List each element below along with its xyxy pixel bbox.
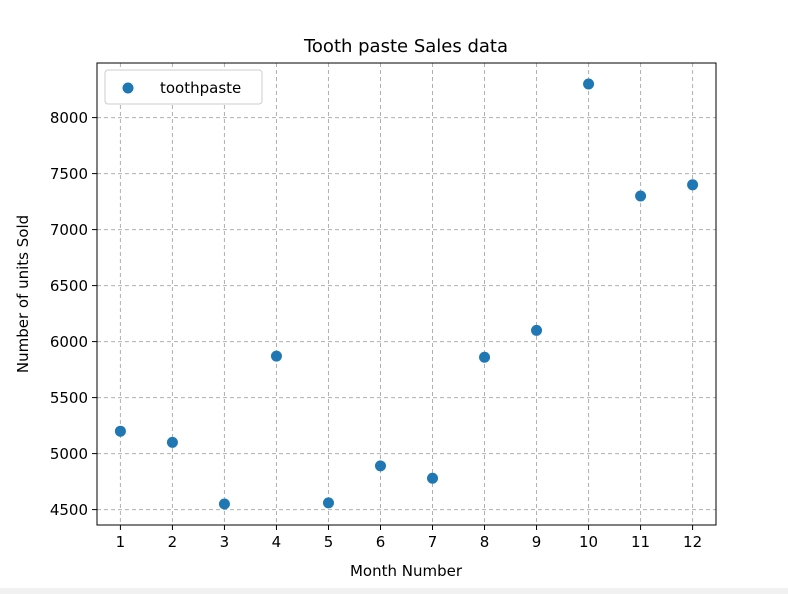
axis-ticks: 1 2 3 4 5 6 7 8 9 10 11 124500500055006000650070007… (50, 109, 702, 551)
y-tick-label: 6500 (50, 277, 88, 295)
x-tick-label: 8 (480, 533, 490, 551)
y-tick-label: 4500 (50, 501, 88, 519)
x-tick-label: 12 (683, 533, 702, 551)
y-tick-label: 7000 (50, 221, 88, 239)
data-points (114, 78, 699, 510)
data-point-toothpaste-7 (427, 472, 439, 484)
y-tick-label: 7500 (50, 165, 88, 183)
y-tick-label: 5000 (50, 445, 88, 463)
page-bottom-strip (0, 588, 788, 594)
x-tick-label: 11 (631, 533, 650, 551)
legend-marker-toothpaste (122, 82, 134, 94)
y-tick-label: 8000 (50, 109, 88, 127)
data-point-toothpaste-6 (374, 460, 386, 472)
x-tick-label: 6 (376, 533, 386, 551)
data-point-toothpaste-3 (218, 498, 230, 510)
data-point-toothpaste-11 (635, 190, 647, 202)
data-point-toothpaste-2 (166, 436, 178, 448)
plot-area-frame (96, 62, 717, 526)
y-tick-label: 5500 (50, 389, 88, 407)
x-axis-label: Month Number (350, 562, 463, 580)
x-tick-label: 10 (579, 533, 598, 551)
y-tick-label: 6000 (50, 333, 88, 351)
x-tick-label: 4 (272, 533, 282, 551)
data-point-toothpaste-5 (322, 497, 334, 509)
x-tick-label: 9 (532, 533, 542, 551)
grid-lines (97, 63, 716, 525)
legend: toothpaste (104, 69, 263, 105)
data-point-toothpaste-1 (114, 425, 126, 437)
x-tick-label: 2 (168, 533, 178, 551)
y-axis-label: Number of units Sold (14, 215, 32, 373)
x-tick-label: 1 (116, 533, 126, 551)
data-point-toothpaste-4 (270, 350, 282, 362)
legend-label-toothpaste: toothpaste (160, 79, 241, 97)
data-point-toothpaste-12 (687, 179, 699, 191)
chart-title: Tooth paste Sales data (303, 36, 508, 57)
x-tick-label: 5 (324, 533, 334, 551)
data-point-toothpaste-8 (479, 351, 491, 363)
data-point-toothpaste-9 (531, 324, 543, 336)
x-tick-label: 7 (428, 533, 438, 551)
legend-box (104, 69, 263, 105)
x-tick-label: 3 (220, 533, 230, 551)
data-point-toothpaste-10 (583, 78, 595, 90)
